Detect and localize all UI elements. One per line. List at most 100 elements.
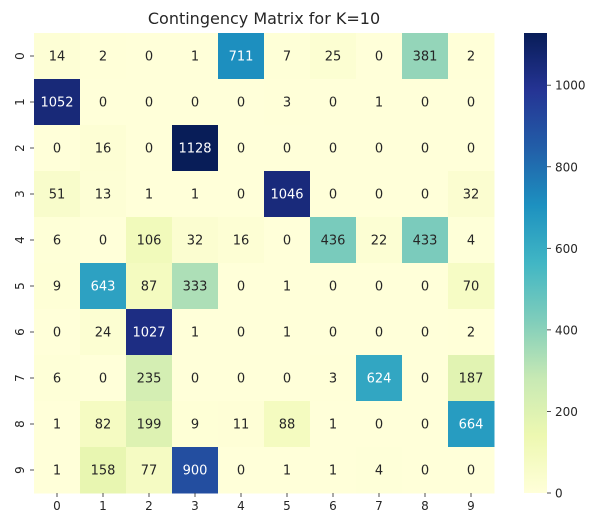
cell-value-label: 0 — [421, 280, 429, 295]
cell-value-label: 0 — [191, 96, 199, 111]
colorbar — [524, 33, 547, 493]
cell-value-label: 643 — [91, 280, 116, 295]
heatmap-cell — [80, 447, 127, 494]
heatmap-cell — [34, 447, 81, 494]
heatmap-cell — [402, 79, 449, 126]
colorbar-tick-label: 600 — [555, 242, 578, 256]
cell-value-label: 0 — [421, 418, 429, 433]
heatmap-cell — [310, 217, 357, 264]
heatmap-cell — [172, 125, 219, 172]
heatmap-cell — [172, 447, 219, 494]
heatmap-cell — [402, 33, 449, 80]
cell-value-label: 187 — [459, 372, 484, 387]
cell-value-label: 0 — [421, 372, 429, 387]
heatmap-cell — [402, 447, 449, 494]
heatmap-cell — [172, 355, 219, 402]
cell-value-label: 0 — [375, 280, 383, 295]
heatmap-cell — [356, 125, 403, 172]
cell-value-label: 1 — [283, 464, 291, 479]
x-tick-label: 4 — [237, 499, 245, 513]
heatmap-cell — [218, 217, 265, 264]
heatmap-cell — [34, 309, 81, 356]
heatmap-cell — [402, 355, 449, 402]
heatmap-cell — [34, 263, 81, 310]
heatmap-cell — [172, 171, 219, 218]
cell-value-label: 0 — [145, 50, 153, 65]
cell-value-label: 0 — [237, 464, 245, 479]
cell-value-label: 1 — [191, 188, 199, 203]
cell-value-label: 51 — [49, 188, 66, 203]
cell-value-label: 0 — [99, 234, 107, 249]
cell-value-label: 900 — [183, 464, 208, 479]
cell-value-label: 0 — [329, 188, 337, 203]
heatmap-cell — [448, 447, 495, 494]
cell-value-label: 436 — [321, 234, 346, 249]
heatmap-cell — [80, 401, 127, 448]
cell-value-label: 0 — [329, 326, 337, 341]
y-tick-label: 0 — [13, 52, 27, 60]
heatmap-cell — [172, 263, 219, 310]
cell-value-label: 16 — [233, 234, 250, 249]
cell-value-label: 0 — [237, 326, 245, 341]
cell-value-label: 88 — [279, 418, 296, 433]
colorbar-tick-label: 0 — [555, 487, 563, 501]
heatmap-cell — [80, 79, 127, 126]
cell-value-label: 0 — [145, 142, 153, 157]
heatmap-cell — [448, 79, 495, 126]
heatmap-cell — [126, 309, 173, 356]
cell-value-label: 433 — [413, 234, 438, 249]
heatmap-cell — [172, 217, 219, 264]
heatmap-cell — [172, 79, 219, 126]
heatmap-cell — [80, 309, 127, 356]
heatmap-cell — [126, 79, 173, 126]
heatmap-cell — [356, 447, 403, 494]
heatmap-cell — [356, 263, 403, 310]
heatmap-cell — [310, 171, 357, 218]
cell-value-label: 235 — [137, 372, 162, 387]
heatmap-cell — [402, 401, 449, 448]
y-axis: 0 1 2 3 4 5 6 7 8 9 — [13, 52, 34, 474]
heatmap-cell — [264, 171, 311, 218]
heatmap-cell — [34, 33, 81, 80]
cell-value-label: 0 — [283, 372, 291, 387]
cell-value-label: 0 — [467, 464, 475, 479]
cell-value-label: 2 — [99, 50, 107, 65]
heatmap-cell — [356, 401, 403, 448]
cell-value-label: 6 — [53, 234, 61, 249]
cell-value-label: 0 — [467, 96, 475, 111]
heatmap-cell — [264, 79, 311, 126]
cell-value-label: 32 — [187, 234, 204, 249]
heatmap-cell — [310, 125, 357, 172]
heatmap-cell — [356, 33, 403, 80]
heatmap-cell — [310, 355, 357, 402]
cell-value-label: 0 — [375, 418, 383, 433]
cell-value-label: 2 — [467, 326, 475, 341]
x-tick-label: 2 — [145, 499, 153, 513]
cell-value-label: 0 — [421, 464, 429, 479]
cell-value-label: 13 — [95, 188, 112, 203]
cell-value-label: 1 — [145, 188, 153, 203]
heatmap-cell — [218, 401, 265, 448]
heatmap-cell — [34, 217, 81, 264]
cell-value-label: 0 — [329, 96, 337, 111]
heatmap-cell — [264, 355, 311, 402]
cell-value-label: 0 — [421, 142, 429, 157]
colorbar-tick-label: 1000 — [555, 79, 586, 93]
cell-value-label: 1 — [329, 418, 337, 433]
cell-value-label: 2 — [467, 50, 475, 65]
cell-value-label: 624 — [367, 372, 392, 387]
heatmap-cell — [218, 33, 265, 80]
heatmap-cell — [264, 33, 311, 80]
y-tick-label: 8 — [13, 420, 27, 428]
cell-value-label: 1 — [191, 326, 199, 341]
cell-value-label: 1 — [191, 50, 199, 65]
heatmap-cell — [402, 263, 449, 310]
x-tick-label: 7 — [375, 499, 383, 513]
cell-value-label: 199 — [137, 418, 162, 433]
heatmap-cell — [126, 171, 173, 218]
chart-title: Contingency Matrix for K=10 — [148, 9, 380, 28]
heatmap-cell — [310, 447, 357, 494]
cell-value-label: 1 — [375, 96, 383, 111]
heatmap-cells — [34, 33, 495, 494]
